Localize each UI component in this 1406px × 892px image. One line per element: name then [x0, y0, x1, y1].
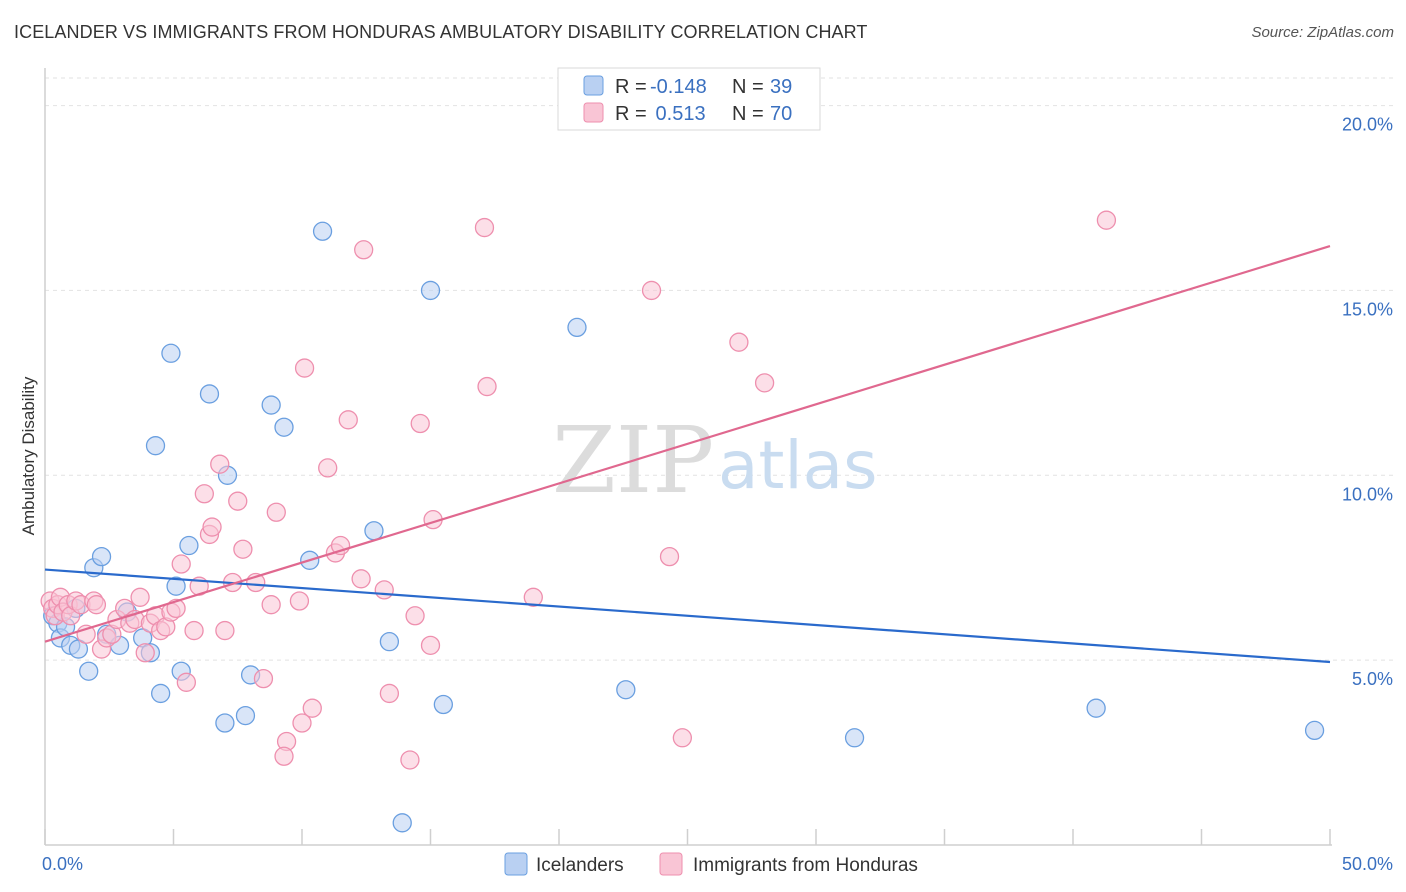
point-honduras-55: [354, 240, 374, 260]
point-icelanders-9: [91, 546, 112, 567]
point-honduras-71: [1096, 210, 1117, 230]
source-label: Source: ZipAtlas.com: [1251, 24, 1394, 41]
point-honduras-45: [274, 746, 294, 766]
point-honduras-67: [659, 546, 680, 567]
point-honduras-32: [194, 484, 214, 504]
point-honduras-36: [215, 620, 235, 641]
point-honduras-48: [294, 358, 315, 378]
point-honduras-53: [338, 410, 358, 430]
point-honduras-64: [477, 376, 497, 397]
trend-lines: [44, 245, 1331, 664]
point-honduras-58: [400, 750, 420, 770]
point-icelanders-36: [616, 680, 636, 700]
legend-n-label-1: N =: [732, 76, 764, 98]
point-icelanders-16: [150, 683, 171, 704]
point-honduras-42: [261, 595, 281, 615]
point-honduras-68: [672, 728, 693, 748]
point-icelanders-39: [1304, 720, 1325, 741]
point-icelanders-35: [567, 317, 587, 338]
point-honduras-49: [302, 698, 322, 718]
bottom-legend-swatch-icelanders: [504, 852, 528, 876]
point-icelanders-29: [312, 221, 333, 241]
gridlines: [45, 77, 1393, 661]
legend-n-label-2: N =: [732, 103, 764, 125]
bottom-legend-label-icelanders: Icelanders: [536, 855, 624, 876]
trend-line-honduras: [44, 245, 1331, 643]
point-icelanders-38: [1086, 698, 1106, 718]
watermark: ZIP atlas: [552, 407, 878, 514]
watermark-atlas: atlas: [718, 427, 878, 504]
point-honduras-60: [410, 413, 430, 434]
x-ticks: [44, 829, 1331, 845]
point-icelanders-27: [274, 417, 294, 437]
point-honduras-59: [405, 606, 425, 626]
legend-swatch-honduras: [583, 102, 604, 123]
point-honduras-34: [202, 517, 222, 537]
legend-r-label-2: R =: [615, 103, 647, 125]
point-honduras-21: [135, 643, 155, 663]
legend-r-value-1: -0.148: [650, 76, 707, 98]
data-points: [40, 210, 1325, 833]
y-tick-label-0: 5.0%: [1352, 669, 1393, 689]
point-honduras-57: [379, 683, 400, 704]
point-honduras-56: [374, 580, 394, 600]
chart-title: ICELANDER VS IMMIGRANTS FROM HONDURAS AM…: [14, 22, 868, 42]
point-honduras-65: [523, 587, 543, 607]
top-legend: R = -0.148 N = 39 R = 0.513 N = 70: [557, 67, 821, 131]
axes: [44, 68, 1332, 846]
point-honduras-20: [130, 587, 150, 607]
point-icelanders-20: [179, 535, 199, 556]
point-honduras-28: [171, 554, 191, 574]
bottom-legend: Icelanders Immigrants from Honduras: [504, 852, 918, 876]
point-honduras-30: [184, 620, 204, 641]
y-tick-label-2: 15.0%: [1342, 299, 1393, 319]
point-icelanders-18: [166, 576, 186, 596]
legend-r-label-1: R =: [615, 76, 647, 98]
point-honduras-66: [641, 280, 662, 301]
point-icelanders-30: [364, 521, 384, 541]
point-honduras-61: [420, 635, 441, 656]
point-icelanders-24: [235, 705, 256, 726]
point-honduras-50: [318, 458, 338, 478]
legend-n-value-2: 70: [770, 103, 792, 125]
point-honduras-63: [474, 217, 495, 238]
bottom-legend-swatch-honduras: [659, 852, 683, 876]
point-honduras-70: [754, 373, 775, 393]
legend-r-value-2: 0.513: [650, 103, 706, 125]
y-tick-label-1: 10.0%: [1342, 484, 1393, 504]
point-icelanders-26: [261, 395, 281, 415]
point-icelanders-31: [379, 632, 400, 652]
y-axis-label: Ambulatory Disability: [19, 376, 38, 535]
point-icelanders-15: [145, 436, 166, 456]
point-icelanders-21: [199, 384, 220, 404]
y-tick-label-3: 20.0%: [1342, 115, 1393, 135]
legend-swatch-icelanders: [583, 75, 604, 96]
bottom-legend-label-honduras: Immigrants from Honduras: [693, 855, 918, 876]
point-icelanders-33: [420, 280, 441, 301]
point-icelanders-32: [392, 813, 412, 833]
point-honduras-41: [253, 668, 274, 689]
trend-line-icelanders: [44, 568, 1331, 664]
point-icelanders-37: [844, 728, 865, 748]
x-tick-label-min: 0.0%: [42, 854, 83, 874]
point-honduras-39: [233, 539, 253, 559]
point-icelanders-17: [161, 343, 181, 363]
point-honduras-35: [210, 454, 230, 474]
point-honduras-54: [351, 569, 371, 589]
point-honduras-38: [228, 491, 248, 511]
point-honduras-29: [176, 672, 197, 692]
point-honduras-47: [292, 713, 312, 733]
point-icelanders-34: [433, 694, 454, 715]
point-honduras-46: [289, 591, 310, 611]
point-icelanders-7: [79, 661, 99, 681]
point-honduras-12: [86, 595, 107, 615]
point-honduras-69: [729, 332, 749, 352]
x-tick-label-max: 50.0%: [1342, 854, 1393, 874]
legend-n-value-1: 39: [770, 76, 792, 98]
point-icelanders-22: [215, 713, 235, 733]
point-honduras-43: [266, 502, 286, 522]
point-honduras-27: [166, 598, 186, 619]
y-tick-labels: 5.0% 10.0% 15.0% 20.0%: [1342, 115, 1393, 690]
